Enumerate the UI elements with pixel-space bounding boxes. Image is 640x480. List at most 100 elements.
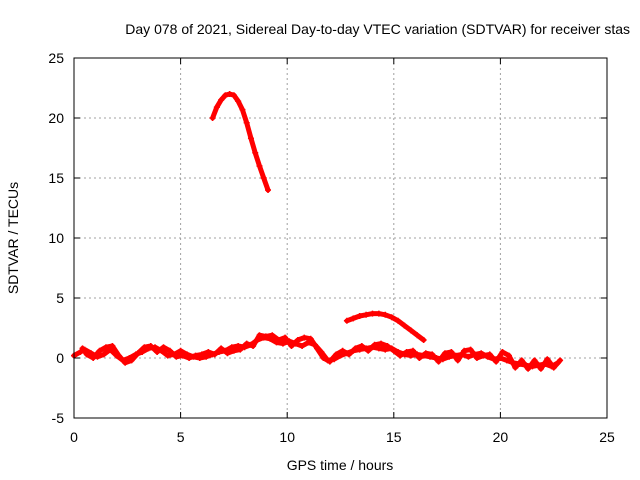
data-point xyxy=(557,357,564,364)
series-baseline-b xyxy=(79,332,564,372)
data-point xyxy=(198,351,205,358)
data-point xyxy=(213,104,220,111)
data-point xyxy=(429,351,436,358)
data-point xyxy=(102,344,109,351)
data-point xyxy=(375,310,382,317)
data-point xyxy=(252,149,259,156)
data-point xyxy=(505,352,512,359)
data-point xyxy=(275,337,282,343)
x-tick-label: 20 xyxy=(493,429,509,445)
data-point xyxy=(243,119,250,126)
y-tick-label: 5 xyxy=(56,290,64,306)
data-point xyxy=(518,357,525,364)
data-point xyxy=(301,334,308,341)
y-tick-label: 10 xyxy=(48,230,64,246)
data-point xyxy=(473,355,480,361)
data-point xyxy=(358,343,365,349)
data-point xyxy=(435,358,442,365)
data-point xyxy=(422,350,429,357)
data-point xyxy=(537,365,544,372)
data-point xyxy=(467,346,474,353)
data-point xyxy=(369,310,376,317)
data-point xyxy=(147,343,154,349)
data-point xyxy=(154,349,161,355)
y-axis-label: SDTVAR / TECUs xyxy=(5,182,21,294)
data-point xyxy=(544,356,551,363)
data-point xyxy=(250,343,257,349)
data-point xyxy=(480,352,487,359)
data-point xyxy=(339,347,346,354)
data-point xyxy=(237,346,244,353)
data-point xyxy=(269,332,276,339)
y-tick-label: 15 xyxy=(48,170,64,186)
data-point xyxy=(256,163,263,169)
data-point xyxy=(230,92,237,99)
data-point xyxy=(235,98,242,105)
data-point xyxy=(454,357,461,364)
y-tick-label: -5 xyxy=(52,410,65,426)
data-point xyxy=(243,340,250,347)
data-point xyxy=(218,97,225,103)
data-point xyxy=(294,337,301,343)
data-point xyxy=(307,335,314,342)
data-point xyxy=(109,343,116,349)
data-point xyxy=(96,347,103,354)
data-point xyxy=(256,332,263,339)
data-point xyxy=(461,347,468,354)
axis-ticks: 0 5 10 15 20 25 -5 0 5 10 15 20 25 xyxy=(48,50,615,445)
series-line xyxy=(80,332,563,372)
data-point xyxy=(209,115,216,121)
data-point xyxy=(352,345,359,352)
data-series xyxy=(71,91,564,372)
x-tick-label: 25 xyxy=(599,429,615,445)
data-point xyxy=(382,311,389,318)
x-tick-label: 15 xyxy=(386,429,402,445)
data-point xyxy=(166,347,173,354)
data-point xyxy=(448,349,455,355)
data-point xyxy=(388,314,395,321)
data-point xyxy=(343,317,350,324)
data-point xyxy=(401,322,408,329)
x-tick-label: 0 xyxy=(70,429,78,445)
data-point xyxy=(465,353,472,360)
data-point xyxy=(397,352,404,359)
data-point xyxy=(90,355,97,361)
data-point xyxy=(409,347,416,354)
data-point xyxy=(122,359,129,366)
x-tick-label: 10 xyxy=(279,429,295,445)
data-point xyxy=(525,365,532,372)
data-point xyxy=(320,355,327,361)
data-point xyxy=(160,344,167,351)
data-point xyxy=(371,341,378,348)
data-point xyxy=(403,349,410,355)
data-point xyxy=(192,352,199,359)
data-point xyxy=(226,91,233,97)
data-point xyxy=(378,340,385,347)
data-point xyxy=(333,351,340,358)
series-arc-mid xyxy=(343,310,427,343)
x-axis-label: GPS time / hours xyxy=(287,457,394,473)
x-tick-label: 5 xyxy=(177,429,185,445)
data-point xyxy=(363,311,370,318)
data-point xyxy=(230,347,237,354)
data-point xyxy=(222,92,229,99)
data-point xyxy=(282,334,289,341)
data-point xyxy=(390,347,397,354)
data-point xyxy=(224,350,231,357)
data-point xyxy=(205,349,212,355)
data-point xyxy=(115,352,122,359)
data-point xyxy=(83,351,90,358)
data-point xyxy=(499,349,506,355)
data-point xyxy=(486,351,493,358)
chart-title: Day 078 of 2021, Sidereal Day-to-day VTE… xyxy=(125,21,630,37)
data-point xyxy=(279,340,286,347)
data-point xyxy=(186,355,193,361)
data-point xyxy=(414,332,421,339)
data-point xyxy=(326,358,333,365)
y-tick-label: 0 xyxy=(56,350,64,366)
data-point xyxy=(314,345,321,352)
data-point xyxy=(531,357,538,364)
data-point xyxy=(218,345,225,352)
